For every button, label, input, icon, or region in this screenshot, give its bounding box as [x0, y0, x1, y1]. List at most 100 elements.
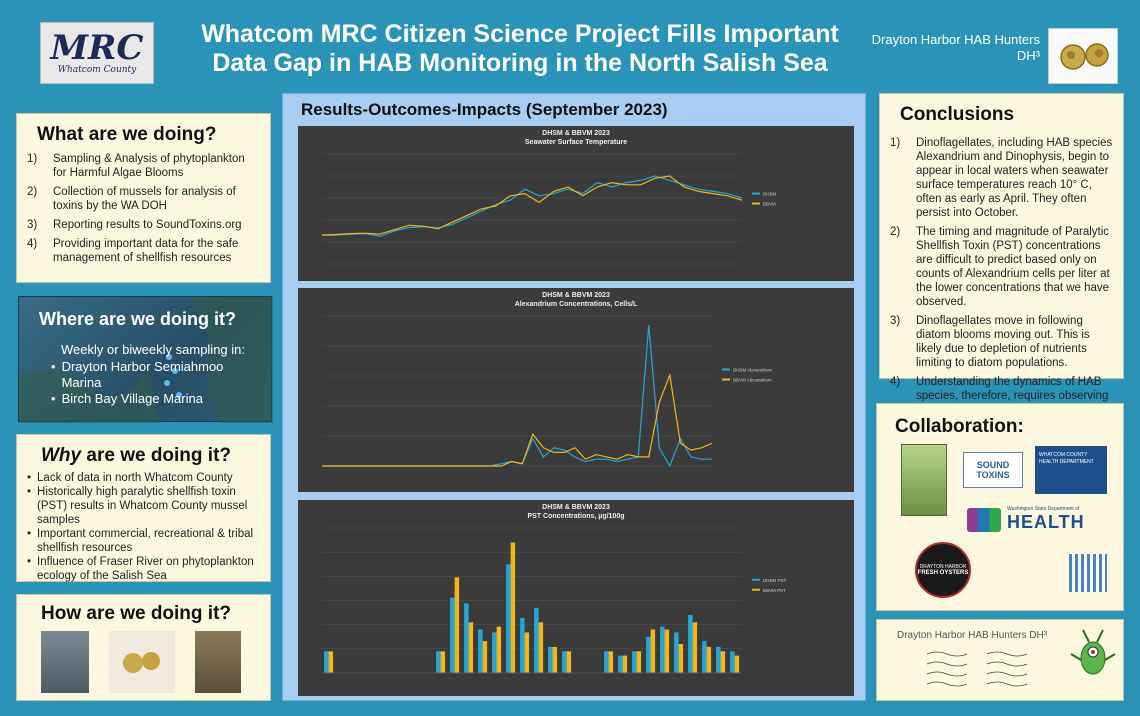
legend-label: BBVM Alexandrium	[733, 378, 772, 383]
whatcom-health-logo: WHATCOM COUNTY HEALTH DEPARTMENT	[1035, 446, 1107, 494]
bar	[324, 651, 329, 674]
bar	[552, 646, 558, 673]
how-photos	[41, 631, 260, 693]
series-line	[321, 175, 743, 236]
what-heading: What are we doing?	[37, 124, 217, 145]
dinoflagellate-image	[1048, 28, 1118, 84]
bar	[632, 651, 637, 674]
chart-subtitle: Alexandrium Concentrations, Cells/L	[514, 301, 638, 308]
why-heading: Why are we doing it?	[41, 445, 232, 466]
what-card: What are we doing? 1) Sampling & Analysis…	[16, 113, 271, 283]
how-card: How are we doing it?	[16, 594, 271, 701]
doh-logo: Washington State Department of HEALTH	[967, 506, 1085, 533]
list-item: • Influence of Fraser River on phytoplank…	[27, 556, 254, 582]
alexandrium-plot: DHSM Alexandrium BBVM Alexandrium	[322, 315, 773, 468]
mrc-book-logo	[901, 444, 947, 516]
series-line	[321, 175, 743, 237]
plankton-mascot-icon	[1070, 629, 1116, 675]
bar	[608, 651, 614, 674]
pst-chart: DHSM & BBVM 2023 PST Concentrations, µg/1…	[298, 500, 854, 696]
bar	[436, 651, 441, 674]
bar	[510, 542, 516, 673]
legend-swatch	[722, 368, 730, 371]
list-item: 1) Sampling & Analysis of phytoplankton f…	[27, 153, 245, 179]
bar	[730, 651, 735, 674]
legend-swatch	[752, 578, 760, 581]
doh-icon	[967, 507, 1001, 532]
list-item: 3) Dinoflagellates move in following diat…	[890, 315, 1090, 369]
bar	[548, 646, 553, 673]
legend-swatch	[722, 378, 730, 381]
list-item: • Drayton Harbor Semiahmoo Marina	[51, 359, 224, 390]
bar	[454, 577, 460, 673]
chart-subtitle: Seawater Surface Temperature	[524, 139, 628, 146]
chart-subtitle: PST Concentrations, µg/100g	[527, 513, 625, 520]
pst-plot: DHSM PST BBVM PST	[322, 527, 787, 674]
bar	[524, 632, 530, 673]
legend-label: DHSM PST	[763, 578, 787, 583]
collaboration-card: Collaboration: SOUND TOXINS WHATCOM COUN…	[876, 403, 1124, 611]
hunters-label: Drayton Harbor HAB Hunters DH³	[871, 32, 1040, 63]
how-heading: How are we doing it?	[41, 603, 232, 624]
list-item: 4) Providing important data for the safe …	[27, 238, 239, 264]
bar	[506, 564, 511, 674]
list-item: • Lack of data in north Whatcom County	[27, 472, 233, 484]
bar	[440, 651, 446, 674]
bar	[660, 626, 665, 673]
team-heading: Drayton Harbor HAB Hunters DH³	[897, 630, 1048, 641]
where-heading: Where are we doing it?	[39, 309, 237, 329]
list-item: • Historically high paralytic shellfish t…	[27, 486, 248, 526]
legend-label: BBVM PST	[763, 588, 786, 593]
team-card: Drayton Harbor HAB Hunters DH³	[876, 619, 1124, 701]
alexandrium-chart: DHSM & BBVM 2023 Alexandrium Concentratio…	[298, 288, 854, 492]
bar	[562, 651, 567, 674]
collaboration-heading: Collaboration:	[895, 416, 1024, 437]
legend-swatch	[752, 192, 760, 195]
bar	[646, 636, 651, 674]
qr-code[interactable]	[1069, 554, 1107, 592]
conclusions-list: 1) Dinoflagellates, including HAB species…	[890, 136, 1113, 417]
conclusions-card: Conclusions 1) Dinoflagellates, including…	[879, 93, 1124, 416]
logo-main: MRC	[50, 28, 144, 68]
soundtoxins-logo: SOUND TOXINS	[963, 452, 1023, 488]
bar	[566, 651, 572, 674]
microscope-photo	[109, 631, 175, 693]
list-item: 2) Collection of mussels for analysis of …	[27, 186, 236, 212]
bar	[478, 629, 483, 673]
lab-photo	[195, 631, 241, 693]
bar	[688, 615, 693, 673]
list-item: • Important commercial, recreational & tr…	[27, 528, 254, 554]
poster-title: Whatcom MRC Citizen Science Project Fill…	[201, 20, 839, 77]
bar	[692, 622, 698, 674]
oysters-logo: DRAYTON HARBOR FRESH OYSTERS	[915, 542, 971, 598]
chart-title: DHSM & BBVM 2023	[542, 130, 610, 137]
temperature-plot: DHSM BBVM	[321, 153, 777, 265]
list-item: 3) Reporting results to SoundToxins.org	[27, 219, 242, 231]
temperature-chart: DHSM & BBVM 2023 Seawater Surface Tempera…	[298, 126, 854, 281]
results-heading: Results-Outcomes-Impacts (September 2023…	[301, 100, 668, 119]
bar	[734, 655, 740, 673]
where-intro: Weekly or biweekly sampling in:	[61, 342, 245, 357]
legend-label: BBVM	[763, 202, 776, 207]
team-signatures	[926, 651, 1028, 687]
results-panel: Results-Outcomes-Impacts (September 2023…	[282, 93, 866, 701]
chart-title: DHSM & BBVM 2023	[542, 504, 610, 511]
bar	[618, 655, 623, 673]
bar	[678, 644, 684, 673]
legend-label: DHSM	[763, 192, 777, 197]
bar	[664, 629, 670, 673]
why-card: Why are we doing it? • Lack of data in no…	[16, 434, 271, 582]
bar	[450, 597, 455, 673]
bar	[720, 651, 726, 674]
legend-swatch	[752, 202, 760, 205]
bar	[328, 651, 334, 674]
legend-label: DHSM Alexandrium	[733, 368, 773, 373]
mrc-logo: MRC Whatcom County	[40, 22, 154, 84]
bar	[538, 622, 544, 674]
bar	[464, 603, 469, 673]
list-item: 1) Dinoflagellates, including HAB species…	[890, 137, 1113, 219]
logo-sub: Whatcom County	[57, 65, 137, 75]
conclusions-heading: Conclusions	[900, 104, 1015, 125]
bar	[622, 655, 628, 673]
why-list: • Lack of data in north Whatcom County • H…	[27, 471, 262, 583]
